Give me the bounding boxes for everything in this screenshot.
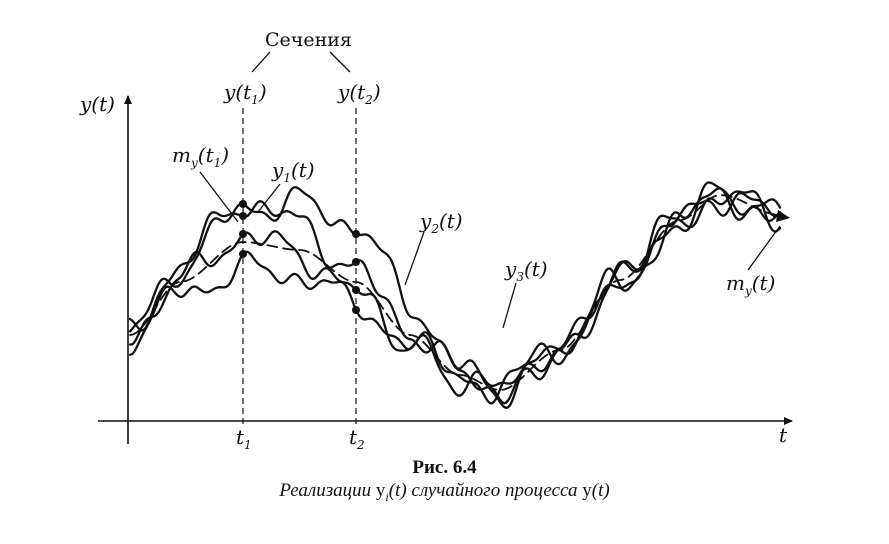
m-t1-var: t xyxy=(206,143,215,167)
label-y2: y2(t) xyxy=(419,209,463,236)
section-point-1-3 xyxy=(239,230,247,238)
leader-m-end xyxy=(747,225,781,271)
y2-y: y xyxy=(419,209,432,233)
leader-m-t1 xyxy=(199,171,239,223)
m-t1-m: m xyxy=(172,143,191,167)
caption-pre: Реализации xyxy=(279,480,376,501)
y1-rest: (t) xyxy=(291,158,315,182)
x-axis-label: t xyxy=(779,423,788,447)
y2-rest: (t) xyxy=(439,209,463,233)
realization-curve-2 xyxy=(128,187,782,405)
y3-sub: 3 xyxy=(516,270,524,284)
y1-y: y xyxy=(271,158,284,182)
y3-rest: (t) xyxy=(524,257,548,281)
tick-t1: t1 xyxy=(236,425,252,452)
leader-y1 xyxy=(257,183,281,213)
section-t2-name: y xyxy=(337,80,350,104)
caption-i: i xyxy=(385,489,389,504)
section-point-2-3 xyxy=(352,286,360,294)
y-axis-label: y(t) xyxy=(79,92,115,116)
section-t1-var: t xyxy=(243,80,252,104)
y3-y: y xyxy=(504,257,517,281)
m-end-sub: y xyxy=(744,284,752,298)
realization-curve-4 xyxy=(128,190,782,397)
section-t2-close: ) xyxy=(372,80,381,104)
section-point-1-4 xyxy=(239,250,247,258)
m-t1-vsub: 1 xyxy=(214,156,222,170)
caption-y2: y xyxy=(582,480,592,501)
section-t2-sub: 2 xyxy=(364,93,373,107)
section-point-2-4 xyxy=(352,306,360,314)
label-m-t1: my(t1) xyxy=(172,143,229,170)
mean-curve-arrowhead xyxy=(776,210,790,222)
label-y3: y3(t) xyxy=(504,257,548,284)
section-t2-var: t xyxy=(357,80,366,104)
figure-caption: Реализации yi(t) случайного процесса y(t… xyxy=(0,480,889,505)
tick-t2: t2 xyxy=(349,425,365,452)
y2-sub: 2 xyxy=(430,222,439,236)
caption-end: (t) xyxy=(591,480,610,501)
tick-t1-var: t xyxy=(236,425,245,449)
leader-y2 xyxy=(404,231,425,286)
section-point-2-2 xyxy=(352,258,360,266)
label-m-end: my(t) xyxy=(726,271,775,298)
tick-t1-sub: 1 xyxy=(244,438,252,452)
m-t1-sub: y xyxy=(190,156,198,170)
section-label-t1: y(t1) xyxy=(223,80,267,107)
caption-y1: y xyxy=(375,480,386,501)
section-t1-close: ) xyxy=(258,80,267,104)
sections-leader-1 xyxy=(251,51,271,73)
caption-mid: (t) случайного процесса xyxy=(388,480,583,501)
section-label-t2: y(t2) xyxy=(337,80,381,107)
realization-curve-3 xyxy=(128,191,782,405)
section-t1-name: y xyxy=(223,80,236,104)
section-t1-sub: 1 xyxy=(251,93,259,107)
mean-curve xyxy=(129,194,779,391)
sections-title: Сечения xyxy=(265,29,352,51)
section-t1-open: ( xyxy=(235,80,244,104)
section-point-1-1 xyxy=(239,200,247,208)
section-t2-open: ( xyxy=(349,80,358,104)
m-end-m: m xyxy=(726,271,745,295)
realizations-group xyxy=(128,181,790,410)
m-t1-open: ( xyxy=(198,143,207,167)
label-y1: y1(t) xyxy=(271,158,315,185)
section-points xyxy=(239,200,360,314)
figure-number: Рис. 6.4 xyxy=(412,457,477,478)
section-point-1-2 xyxy=(239,212,247,220)
tick-t2-var: t xyxy=(349,425,358,449)
m-t1-close: ) xyxy=(220,143,229,167)
leader-y3 xyxy=(502,282,517,329)
tick-t2-sub: 2 xyxy=(356,438,365,452)
y1-sub: 1 xyxy=(283,171,291,185)
m-end-rest: (t) xyxy=(752,271,776,295)
section-point-2-1 xyxy=(352,230,360,238)
sections-leader-2 xyxy=(329,51,351,73)
